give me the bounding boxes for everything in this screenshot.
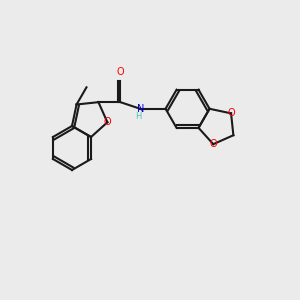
Text: O: O: [117, 67, 124, 77]
Text: N: N: [136, 104, 144, 114]
Text: O: O: [209, 139, 217, 149]
Text: O: O: [227, 108, 235, 118]
Text: O: O: [103, 117, 111, 127]
Text: H: H: [135, 112, 141, 121]
